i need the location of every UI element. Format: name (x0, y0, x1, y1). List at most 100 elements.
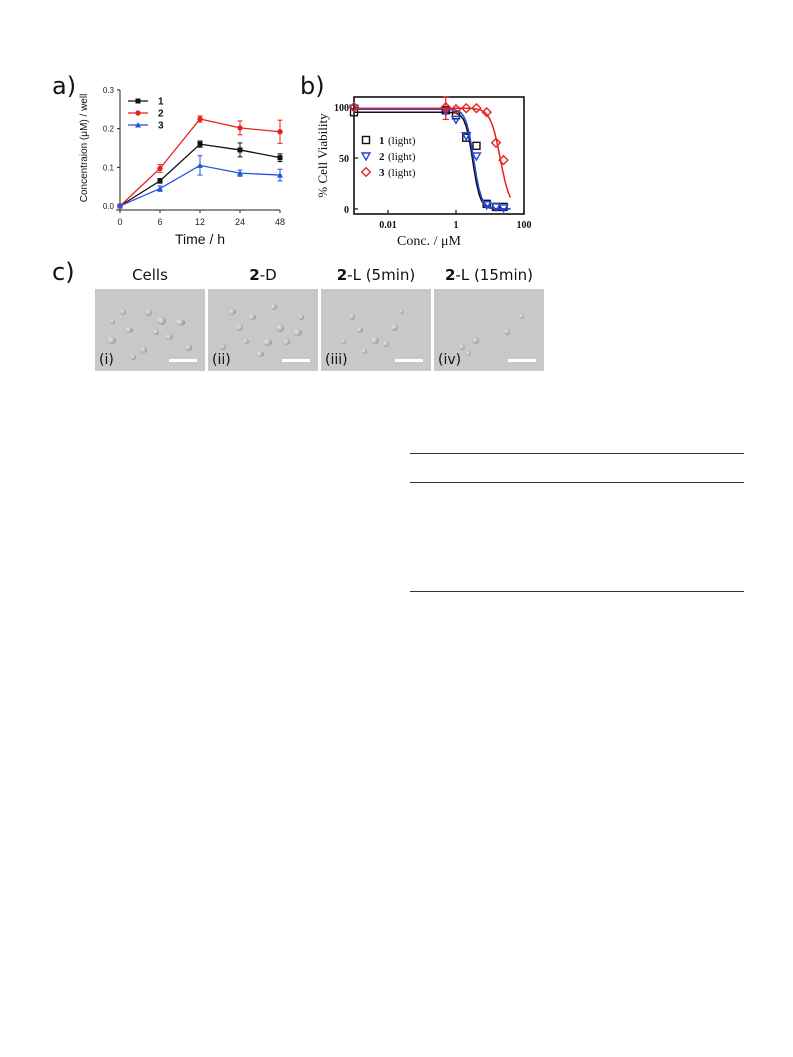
chart-a-point-3 (237, 170, 243, 176)
cell-blob (283, 339, 290, 345)
micrograph-title-2: 2-D (208, 266, 318, 284)
panel-c-letter: c) (52, 258, 75, 286)
cell-blob (220, 344, 226, 350)
chart-b-legend-suffix-3: (light) (388, 167, 416, 179)
cell-blob (270, 304, 277, 310)
chart-b-legend-marker-2 (360, 152, 372, 162)
cell-blob (228, 309, 236, 315)
micrograph-title-3: 2-L (5min) (321, 266, 431, 284)
chart-b-point-2 (498, 204, 509, 214)
chart-b-fit-curve-3 (354, 107, 512, 198)
chart-a-point-3 (197, 162, 203, 168)
panel-a-letter: a) (52, 72, 77, 100)
cell-blob (391, 324, 398, 331)
micrograph-image-1: (i) (95, 289, 205, 371)
cell-blob (399, 309, 404, 314)
scale-bar (508, 359, 536, 362)
chart-b-y-tick-label: 50 (339, 154, 349, 165)
micrograph-title-text: -L (5min) (347, 266, 416, 284)
micrograph-title-compound: 2 (444, 266, 456, 284)
chart-b-legend-label-3: 3 (379, 167, 385, 179)
cell-blob (107, 337, 116, 344)
chart-b-fit-curve-2 (354, 108, 511, 210)
micrograph-image-4: (iv) (434, 289, 544, 371)
cell-blob (293, 329, 302, 336)
cell-blob (165, 334, 173, 340)
chart-a-point-1 (197, 141, 203, 147)
chart-b-point-3 (460, 102, 472, 114)
chart-b-point-2 (481, 201, 492, 211)
cell-blob (371, 337, 379, 344)
chart-a-concentration: 0.0 0.1 0.2 0.3 0 6 12 24 48 Time / h Concentraion… (79, 86, 285, 247)
micrograph-title-compound: 2 (249, 266, 260, 284)
cell-blob (276, 324, 284, 332)
chart-b-point-3 (490, 137, 502, 149)
micrograph-title-text: -L (15min) (455, 266, 534, 284)
chart-b-y-tick-label: 0 (344, 205, 349, 216)
chart-b-point-2 (461, 131, 472, 142)
chart-b-viability: 0 50 100 0.01 1 100 Conc. / μM % Cell Viability… (315, 96, 532, 248)
chart-b-y-tick-label: 100 (334, 103, 349, 114)
chart-b-point-2 (471, 152, 482, 162)
chart-a-x-tick-label: 48 (275, 217, 285, 227)
micrograph-label: (ii) (212, 352, 231, 368)
chart-a-point-3 (157, 185, 163, 192)
chart-a-y-tick-label: 0.0 (103, 202, 115, 211)
micrograph-title-text: Cells (132, 266, 168, 284)
chart-b-x-tick-label: 0.01 (379, 220, 397, 231)
micrograph-title-text: -D (259, 266, 277, 284)
cell-blob (519, 314, 524, 319)
cell-blob (236, 324, 243, 331)
cell-blob (153, 329, 159, 335)
panel-b-letter: b) (300, 72, 325, 100)
chart-a-legend-label: 3 (158, 121, 164, 132)
micrograph-label: (iv) (438, 352, 462, 368)
chart-a-x-tick-label: 6 (157, 217, 162, 227)
chart-a-y-tick-label: 0.2 (103, 125, 115, 134)
cell-blob (140, 347, 147, 353)
cell-blob (504, 329, 510, 335)
chart-b-point-3 (498, 154, 509, 166)
chart-a-point-2 (277, 129, 283, 135)
table-rule-mid (410, 482, 744, 483)
chart-a-y-tick-label: 0.3 (103, 86, 115, 95)
micrograph-label: (i) (99, 352, 114, 368)
chart-b-point-1 (451, 111, 461, 120)
cell-blob (298, 314, 304, 320)
micrograph-image-3: (iii) (321, 289, 431, 371)
chart-b-point-2 (490, 203, 502, 213)
chart-b-point-3 (450, 103, 462, 115)
chart-b-legend-label-2: 2 (379, 151, 385, 163)
cell-blob (459, 344, 465, 350)
cell-blob (120, 309, 126, 315)
cell-blob (472, 337, 479, 344)
cell-blob (145, 309, 152, 316)
cell-blob (361, 349, 367, 354)
chart-a-point-3 (117, 203, 123, 209)
chart-a-legend-label: 1 (158, 97, 164, 108)
chart-b-x-tick-label: 1 (454, 220, 459, 231)
micrograph-label: (iii) (325, 352, 348, 368)
chart-a-x-tick-label: 0 (117, 217, 122, 227)
cell-blob (130, 354, 136, 360)
chart-a-point-1 (277, 155, 283, 161)
scale-bar (282, 359, 310, 362)
chart-a-point-2 (197, 116, 203, 122)
cell-blob (243, 339, 249, 344)
chart-a-point-1 (237, 147, 243, 153)
table-rule-bottom (410, 591, 744, 592)
chart-a-point-2 (237, 125, 243, 131)
scale-bar (169, 359, 197, 362)
chart-a-point-3 (277, 172, 283, 178)
chart-b-point-3 (481, 106, 492, 118)
cell-blob (157, 317, 166, 325)
cell-blob (256, 351, 264, 357)
cell-blob (466, 351, 471, 356)
chart-b-frame (353, 96, 525, 215)
cell-blob (341, 339, 346, 344)
chart-a-x-tick-label: 24 (235, 217, 245, 227)
micrograph-image-2: (ii) (208, 289, 318, 371)
cell-blob (185, 344, 192, 351)
chart-b-point-3 (348, 101, 360, 113)
